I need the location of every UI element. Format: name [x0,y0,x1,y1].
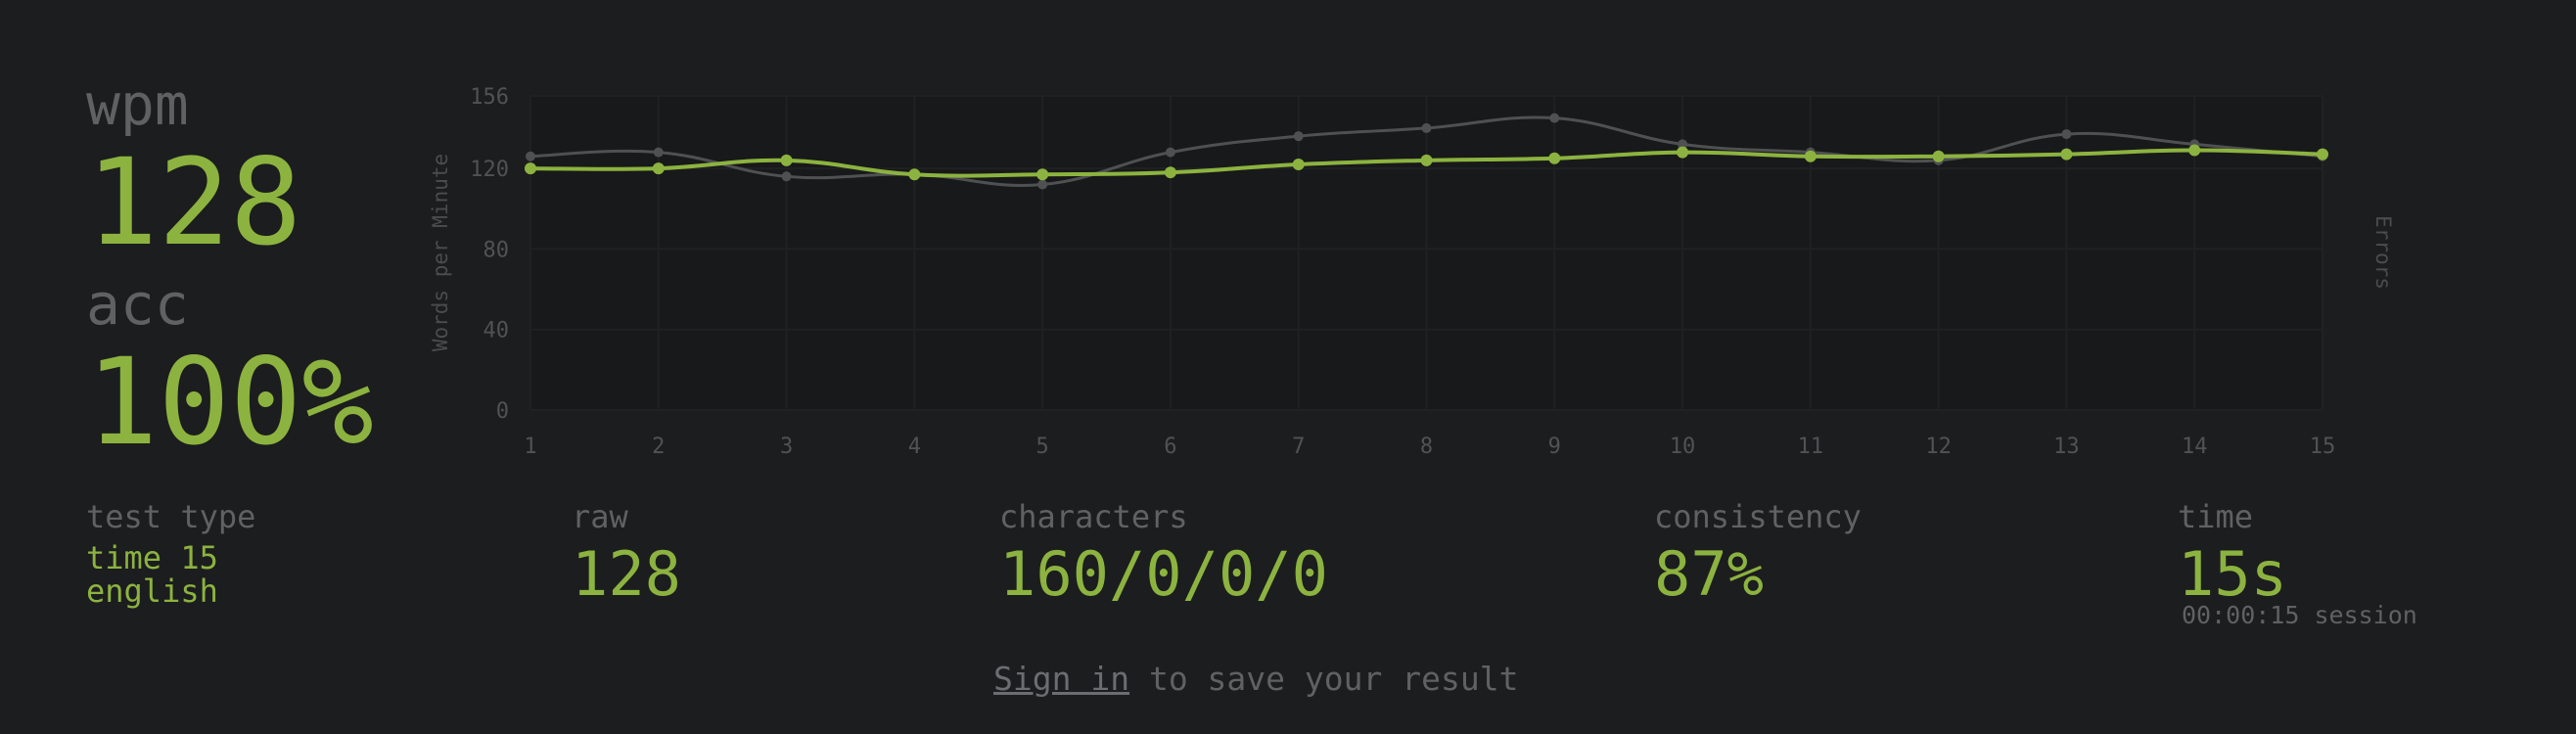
wpm-value: 128 [86,133,302,272]
point-wpm[interactable] [1804,150,1817,162]
point-wpm[interactable] [1036,168,1049,181]
point-raw[interactable] [526,151,535,161]
sign-in-link[interactable]: Sign in [993,660,1130,698]
x-tick-label: 14 [2182,435,2208,459]
x-tick-label: 5 [1036,435,1049,459]
y-tick-label: 0 [496,399,509,424]
point-raw[interactable] [1165,147,1175,158]
test-type-language: english [86,573,218,610]
point-wpm[interactable] [1677,146,1689,159]
x-tick-label: 7 [1292,435,1305,459]
x-tick-label: 2 [652,435,665,459]
x-tick-label: 3 [780,435,793,459]
y-axis-title: Words per Minute [429,154,452,351]
point-wpm[interactable] [2188,144,2201,157]
y-tick-label: 40 [483,319,510,344]
x-tick-label: 6 [1164,435,1176,459]
x-tick-label: 8 [1420,435,1433,459]
consistency-value: 87% [1654,538,1764,610]
characters-value: 160/0/0/0 [999,538,1328,610]
point-raw[interactable] [653,147,664,158]
point-raw[interactable] [781,171,792,182]
characters-stat: characters 160/0/0/0 [999,501,1328,605]
raw-stat: raw 128 [572,501,681,605]
point-wpm[interactable] [908,168,921,181]
consistency-stat: consistency 87% [1654,501,1862,605]
y2-axis-title: Errors [2371,215,2395,290]
y-tick-label: 80 [483,238,510,262]
point-raw[interactable] [1421,122,1432,133]
point-raw[interactable] [1293,131,1304,142]
characters-label: characters [999,498,1188,535]
point-wpm[interactable] [1420,154,1433,166]
acc-value: 100% [86,333,374,472]
session-time: 00:00:15 session [2182,601,2417,629]
point-raw[interactable] [1549,113,1560,123]
test-type-stat: test type time 15 english [86,501,255,607]
y-tick-label: 120 [470,158,509,182]
point-wpm[interactable] [525,162,536,175]
raw-value: 128 [572,538,681,610]
signin-prompt: Sign in to save your result [993,660,1518,698]
y-tick-label: 156 [470,85,509,110]
x-tick-label: 4 [908,435,921,459]
point-raw[interactable] [1037,179,1048,190]
x-tick-label: 11 [1798,435,1824,459]
x-tick-label: 13 [2053,435,2080,459]
point-raw[interactable] [2061,129,2072,140]
test-type-label: test type [86,498,256,535]
x-tick-label: 15 [2310,435,2336,459]
signin-suffix: to save your result [1129,660,1519,698]
point-wpm[interactable] [1932,150,1945,162]
acc-label: acc [86,271,189,338]
raw-label: raw [572,498,628,535]
time-stat: time 15s [2178,501,2287,605]
point-wpm[interactable] [1548,152,1561,164]
point-wpm[interactable] [2060,148,2073,161]
point-wpm[interactable] [780,154,793,166]
point-wpm[interactable] [2317,148,2328,161]
point-raw[interactable] [1678,139,1688,150]
time-value: 15s [2178,538,2287,610]
x-tick-label: 10 [1670,435,1696,459]
time-label: time [2178,498,2254,535]
point-wpm[interactable] [652,162,665,175]
x-tick-label: 12 [1925,435,1952,459]
x-tick-label: 9 [1548,435,1561,459]
point-wpm[interactable] [1164,166,1176,179]
x-tick-label: 1 [524,435,536,459]
wpm-label: wpm [86,71,189,138]
point-wpm[interactable] [1292,158,1305,170]
consistency-label: consistency [1654,498,1862,535]
test-type-mode: time 15 [86,539,218,576]
